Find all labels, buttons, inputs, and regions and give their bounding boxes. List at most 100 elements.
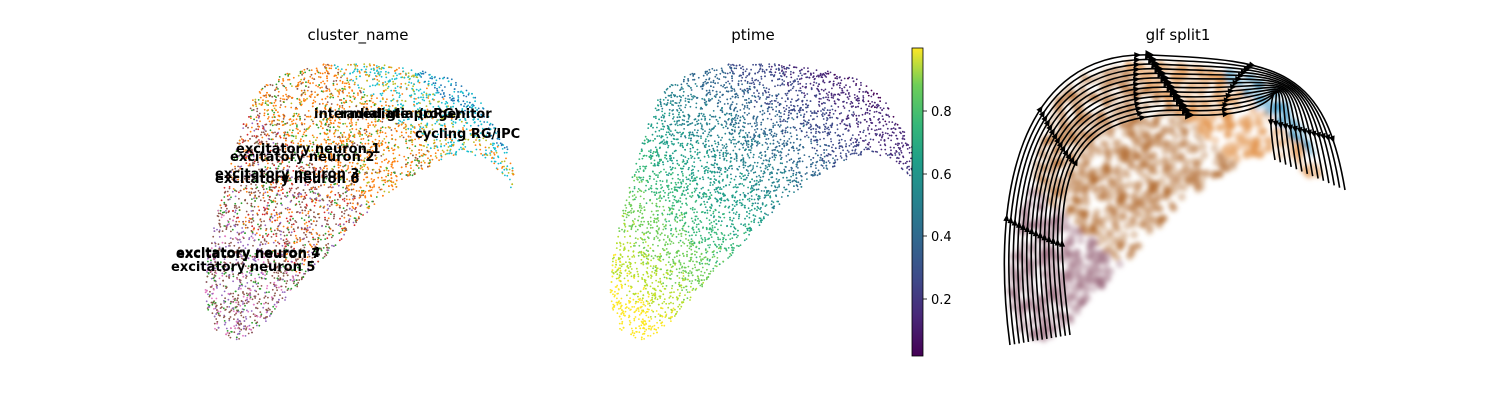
scatter-point [273, 303, 276, 306]
scatter-point [226, 306, 229, 308]
scatter-point [369, 189, 371, 192]
scatter-point [229, 237, 232, 240]
scatter-point [259, 234, 261, 237]
scatter-point [415, 164, 418, 167]
scatter-point [292, 282, 295, 285]
scatter-point [908, 160, 911, 163]
scatter-point [249, 107, 252, 110]
scatter-point [726, 169, 729, 172]
scatter-point [414, 159, 416, 162]
scatter-point [275, 124, 278, 126]
scatter-point [393, 70, 396, 72]
scatter-point [232, 280, 235, 283]
scatter-point [313, 211, 315, 214]
scatter-point [277, 155, 280, 158]
scatter-point [330, 183, 332, 186]
scatter-point [497, 144, 500, 147]
scatter-point [241, 227, 244, 229]
scatter-point [639, 195, 642, 198]
scatter-point [318, 84, 321, 86]
scatter-point [300, 93, 303, 96]
scatter-point [331, 244, 333, 247]
scatter-point [260, 88, 263, 91]
scatter-point [355, 128, 358, 131]
scatter-point [407, 170, 409, 173]
scatter-point [293, 241, 295, 244]
scatter-point [259, 191, 261, 194]
scatter-point [442, 93, 445, 95]
scatter-point [284, 242, 286, 245]
scatter-point [452, 97, 455, 100]
scatter-point [433, 147, 436, 150]
scatter-point [267, 302, 270, 305]
scatter-point [256, 302, 259, 305]
scatter-point [806, 99, 808, 102]
scatter-point [311, 187, 313, 190]
scatter-point [324, 97, 327, 100]
scatter-point [260, 133, 262, 136]
scatter-point [339, 122, 341, 124]
scatter-point [365, 68, 367, 71]
scatter-point [358, 86, 360, 89]
scatter-point [235, 311, 238, 314]
scatter-point [262, 127, 264, 130]
scatter-point [293, 191, 296, 194]
scatter-point [314, 192, 317, 195]
scatter-point [267, 202, 269, 204]
scatter-point [423, 161, 426, 164]
scatter-point [289, 118, 292, 120]
scatter-point [343, 230, 346, 232]
scatter-point [664, 199, 667, 202]
scatter-point [393, 148, 396, 151]
scatter-point [352, 198, 355, 201]
scatter-point [278, 298, 280, 301]
scatter-point [240, 283, 243, 286]
scatter-point [376, 172, 378, 174]
scatter-point [323, 82, 326, 85]
scatter-point [299, 206, 302, 209]
scatter-point [501, 165, 504, 168]
scatter-point [431, 128, 434, 131]
scatter-point [380, 75, 383, 78]
scatter-point [853, 113, 855, 115]
scatter-point [735, 157, 738, 160]
scatter-point [344, 82, 346, 85]
scatter-point [378, 135, 381, 138]
scatter-point [489, 152, 491, 155]
scatter-point [343, 87, 346, 90]
scatter-point [306, 227, 309, 229]
scatter-point [373, 185, 375, 188]
scatter-point [271, 109, 274, 112]
scatter-point [366, 211, 369, 214]
scatter-point [396, 122, 398, 125]
scatter-point [324, 218, 326, 221]
scatter-point [343, 233, 345, 236]
scatter-point [305, 85, 307, 88]
scatter-point [746, 75, 749, 77]
scatter-point [228, 277, 231, 279]
scatter-point [342, 223, 345, 226]
scatter-point [344, 136, 347, 139]
scatter-point [245, 292, 248, 295]
scatter-point [230, 196, 232, 199]
scatter-point [361, 134, 364, 136]
scatter-point [512, 173, 515, 176]
scatter-point [282, 95, 285, 97]
scatter-point [696, 134, 698, 137]
scatter-point [303, 219, 306, 222]
scatter-point [506, 165, 509, 168]
scatter-point [266, 191, 269, 194]
scatter-point [229, 225, 232, 228]
scatter-point [667, 261, 670, 264]
scatter-point [374, 103, 377, 105]
scatter-point [400, 166, 403, 169]
scatter-point [303, 100, 306, 102]
scatter-point [271, 138, 274, 141]
scatter-point [312, 82, 314, 84]
scatter-point [371, 113, 374, 116]
scatter-point [420, 164, 423, 167]
cluster-label: excitatory neuron 2 [230, 150, 374, 165]
scatter-point [698, 268, 700, 271]
scatter-point [282, 79, 285, 82]
scatter-point [813, 81, 815, 84]
